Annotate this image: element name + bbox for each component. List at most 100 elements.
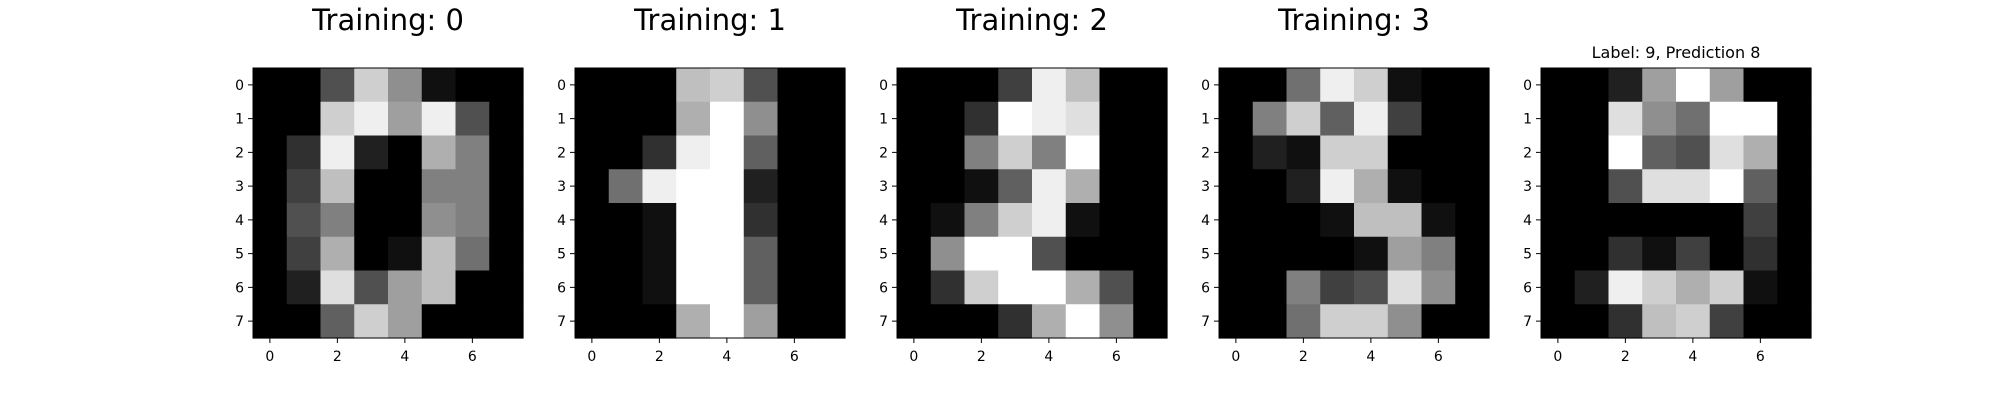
pixel-cell [1032, 68, 1067, 103]
pixel-cell [1541, 203, 1576, 238]
pixel-cell [354, 304, 389, 339]
pixel-cell [1421, 236, 1456, 272]
pixel-cell [1642, 135, 1677, 170]
pixel-cell [1743, 304, 1778, 339]
digit-panel-4: Label: 9, Prediction 8 0 1 2 3 4 5 6 7 0 2 4 6 [1523, 43, 1812, 365]
pixel-cell [642, 101, 677, 137]
pixel-cell [1676, 169, 1711, 204]
pixel-cell [1777, 236, 1812, 272]
pixel-cell [743, 236, 779, 272]
y-tick-label: 1 [1523, 112, 1532, 128]
pixel-cell [421, 68, 457, 103]
y-tick-label: 7 [235, 314, 244, 330]
y-tick-label: 1 [557, 112, 566, 128]
pixel-cell [388, 270, 423, 305]
pixel-cell [743, 101, 779, 137]
pixel-cell [930, 203, 966, 238]
pixel-cell [286, 236, 322, 272]
pixel-cell [1642, 68, 1677, 103]
axes-frame [1218, 67, 1490, 339]
pixel-cell [710, 236, 745, 272]
pixel-cell [1421, 101, 1456, 137]
pixel-cell [388, 135, 423, 170]
pixel-cell [811, 135, 846, 170]
pixel-cell [1574, 236, 1610, 272]
pixel-cell [964, 203, 999, 238]
pixel-cell [575, 68, 610, 103]
pixel-cell [1743, 203, 1778, 238]
pixel-cell [354, 203, 389, 238]
pixel-cell [642, 135, 677, 170]
pixel-cell [1574, 304, 1610, 339]
pixel-cell [1709, 304, 1745, 339]
pixel-cell [1387, 101, 1423, 137]
pixel-cell [676, 68, 711, 103]
pixel-cell [388, 68, 423, 103]
pixel-cell [1608, 236, 1643, 272]
pixel-cell [608, 203, 644, 238]
x-tick-label: 6 [1112, 349, 1121, 365]
panel-title: Training: 1 [633, 3, 786, 37]
pixel-cell [1421, 203, 1456, 238]
pixel-cell [743, 68, 779, 103]
pixel-cell [1354, 203, 1389, 238]
pixel-cell [1286, 169, 1321, 204]
pixel-cell [489, 68, 524, 103]
pixel-cell [1032, 101, 1067, 137]
pixel-cell [1574, 101, 1610, 137]
pixel-cell [777, 101, 812, 137]
pixel-cell [710, 169, 745, 204]
pixel-cell [777, 169, 812, 204]
pixel-cell [354, 68, 389, 103]
pixel-cell [1541, 270, 1576, 305]
pixel-cell [1133, 101, 1168, 137]
pixel-cell [964, 101, 999, 137]
pixel-cell [354, 270, 389, 305]
pixel-cell [998, 68, 1033, 103]
pixel-cell [1777, 270, 1812, 305]
pixel-cell [1320, 304, 1355, 339]
pixel-cell [1099, 135, 1134, 170]
pixel-cell [897, 236, 932, 272]
y-tick-label: 3 [1201, 179, 1210, 195]
pixel-cell [1320, 203, 1355, 238]
pixel-cell [777, 304, 812, 339]
pixel-cell [964, 135, 999, 170]
pixel-cell [320, 304, 355, 339]
pixel-cell [253, 203, 288, 238]
x-tick-label: 4 [1366, 349, 1375, 365]
pixel-cell [354, 135, 389, 170]
pixel-cell [286, 203, 322, 238]
pixel-cell [1219, 203, 1254, 238]
pixel-cell [1541, 169, 1576, 204]
pixel-cell [1354, 101, 1389, 137]
pixel-cell [1455, 135, 1490, 170]
pixel-cell [710, 101, 745, 137]
pixel-cell [1099, 101, 1134, 137]
pixel-cell [1286, 270, 1321, 305]
pixel-cell [286, 68, 322, 103]
pixel-cell [1354, 169, 1389, 204]
pixel-cell [743, 270, 779, 305]
pixel-cell [1354, 270, 1389, 305]
pixel-cell [1354, 135, 1389, 170]
pixel-cell [455, 236, 490, 272]
pixel-cell [1252, 304, 1288, 339]
pixel-cell [1676, 203, 1711, 238]
pixel-cell [1743, 68, 1778, 103]
pixel-cell [1676, 236, 1711, 272]
pixel-cell [743, 135, 779, 170]
pixel-cell [489, 236, 524, 272]
axes-frame [896, 67, 1168, 339]
pixel-cell [777, 203, 812, 238]
y-tick-label: 1 [235, 112, 244, 128]
pixel-cell [1219, 236, 1254, 272]
pixel-cell [676, 304, 711, 339]
y-tick-label: 3 [1523, 179, 1532, 195]
pixel-cell [388, 236, 423, 272]
pixel-cell [253, 68, 288, 103]
pixel-cell [777, 68, 812, 103]
pixel-cell [1286, 236, 1321, 272]
pixel-cell [1099, 236, 1134, 272]
pixel-cell [811, 270, 846, 305]
